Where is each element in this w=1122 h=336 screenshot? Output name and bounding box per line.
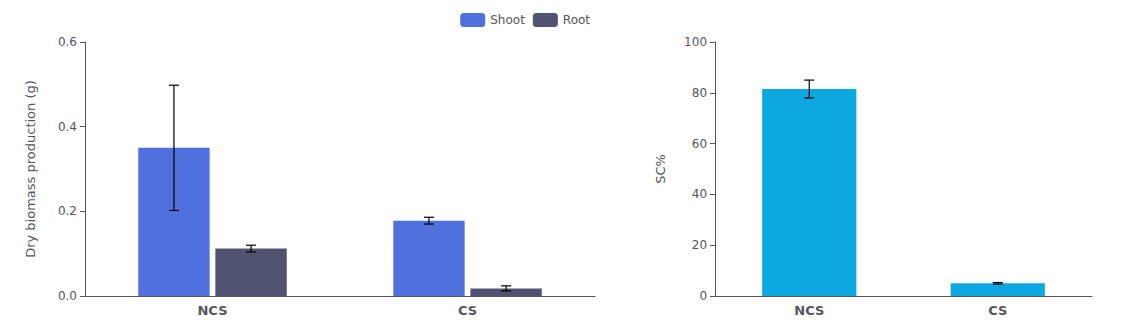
- svg-text:100: 100: [684, 35, 707, 49]
- svg-text:0.0: 0.0: [58, 289, 77, 303]
- svg-text:20: 20: [692, 238, 707, 252]
- svg-text:0.2: 0.2: [58, 204, 77, 218]
- svg-text:Root: Root: [563, 13, 590, 27]
- svg-text:CS: CS: [458, 303, 477, 318]
- svg-text:CS: CS: [988, 303, 1007, 318]
- svg-text:NCS: NCS: [794, 303, 824, 318]
- svg-text:Shoot: Shoot: [490, 13, 525, 27]
- svg-text:NCS: NCS: [197, 303, 227, 318]
- svg-text:0.6: 0.6: [58, 35, 77, 49]
- svg-text:60: 60: [692, 137, 707, 151]
- svg-text:40: 40: [692, 187, 707, 201]
- svg-text:80: 80: [692, 86, 707, 100]
- svg-text:Dry biomass production (g): Dry biomass production (g): [23, 80, 38, 258]
- svg-text:0: 0: [699, 289, 707, 303]
- svg-text:0.4: 0.4: [58, 120, 77, 134]
- svg-text:SC%: SC%: [653, 154, 668, 184]
